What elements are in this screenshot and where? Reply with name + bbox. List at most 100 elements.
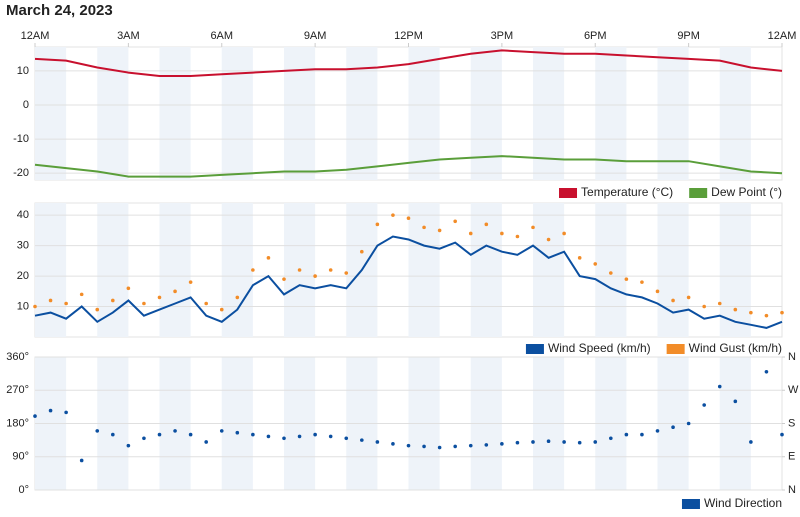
hour-band	[221, 47, 253, 180]
data-point	[142, 301, 146, 306]
data-point	[173, 429, 177, 433]
data-point	[360, 438, 364, 442]
x-tick-label: 6AM	[210, 30, 233, 42]
data-point	[593, 262, 598, 266]
y2-tick-label: N	[788, 484, 796, 496]
hour-band	[595, 47, 627, 180]
data-point	[406, 216, 411, 221]
data-point	[282, 436, 286, 441]
y-tick-label: 180°	[6, 417, 29, 429]
legend-swatch	[559, 188, 578, 198]
data-point	[468, 443, 473, 448]
chart-title: March 24, 2023	[6, 2, 113, 19]
data-point	[749, 310, 753, 315]
data-point	[111, 298, 115, 303]
data-point	[188, 432, 193, 437]
hour-band	[284, 47, 316, 180]
data-point	[235, 430, 240, 435]
y-tick-label: 30	[17, 240, 29, 252]
x-tick-label: 3AM	[117, 30, 140, 42]
y-tick-label: 360°	[6, 351, 29, 363]
data-point	[219, 429, 224, 433]
data-point	[686, 421, 691, 426]
data-point	[344, 436, 349, 441]
data-point	[188, 280, 193, 284]
data-point	[733, 399, 738, 404]
y-tick-label: 10	[17, 65, 29, 77]
data-point	[204, 440, 208, 444]
data-point	[764, 313, 769, 318]
hour-band	[470, 47, 502, 180]
data-point	[780, 432, 784, 437]
data-point	[64, 410, 68, 415]
hour-band	[657, 47, 689, 180]
legend-label: Wind Gust (km/h)	[689, 341, 782, 355]
data-point	[126, 443, 131, 448]
data-point	[79, 458, 84, 463]
data-point	[173, 289, 177, 294]
legend-label: Temperature (°C)	[581, 185, 673, 199]
data-point	[375, 440, 380, 444]
x-tick-label: 3PM	[491, 30, 514, 42]
data-point	[500, 442, 504, 446]
data-point	[655, 289, 660, 294]
data-point	[313, 274, 317, 278]
data-point	[328, 434, 333, 439]
y2-tick-label: W	[788, 384, 799, 396]
data-point	[453, 219, 457, 224]
data-point	[531, 225, 535, 230]
data-line	[34, 49, 783, 77]
x-tick-label: 6PM	[584, 30, 607, 42]
data-point	[157, 432, 162, 437]
x-tick-label: 12AM	[768, 30, 797, 42]
hour-band	[159, 203, 191, 337]
data-point	[391, 442, 395, 446]
data-point	[624, 432, 629, 437]
data-point	[609, 271, 613, 275]
data-point	[111, 432, 115, 437]
data-point	[33, 304, 37, 309]
data-point	[282, 277, 286, 281]
data-point	[328, 268, 333, 272]
data-point	[671, 425, 675, 429]
data-line	[34, 235, 783, 329]
data-point	[422, 444, 426, 449]
data-line	[34, 155, 783, 178]
data-point	[297, 434, 302, 439]
y-tick-label: 0	[23, 99, 29, 111]
data-point	[577, 256, 582, 260]
data-point	[609, 436, 613, 441]
data-point	[531, 440, 535, 444]
legend-label: Wind Direction	[704, 496, 782, 510]
data-point	[500, 231, 504, 236]
data-point	[266, 434, 271, 439]
x-tick-label: 9PM	[677, 30, 700, 42]
y-tick-label: 10	[17, 300, 29, 312]
data-point	[437, 445, 442, 450]
data-point	[422, 225, 426, 230]
hour-band	[159, 47, 191, 180]
data-point	[577, 440, 582, 445]
data-point	[468, 231, 473, 236]
data-point	[562, 231, 566, 236]
hour-band	[221, 203, 253, 337]
legend-label: Dew Point (°)	[711, 185, 782, 199]
data-point	[79, 292, 84, 297]
data-point	[546, 237, 551, 242]
data-point	[640, 280, 644, 284]
data-point	[219, 307, 224, 312]
data-point	[251, 268, 255, 272]
data-point	[64, 301, 68, 306]
data-point	[593, 440, 598, 444]
hour-band	[657, 203, 689, 337]
data-point	[391, 213, 395, 217]
hour-band	[97, 203, 129, 337]
x-tick-label: 12AM	[21, 30, 50, 42]
data-point	[266, 256, 271, 260]
data-point	[313, 432, 317, 437]
hour-band	[408, 203, 440, 337]
data-point	[484, 443, 489, 447]
legend-swatch	[689, 188, 708, 198]
legend-swatch	[525, 344, 544, 354]
data-point	[640, 432, 644, 437]
